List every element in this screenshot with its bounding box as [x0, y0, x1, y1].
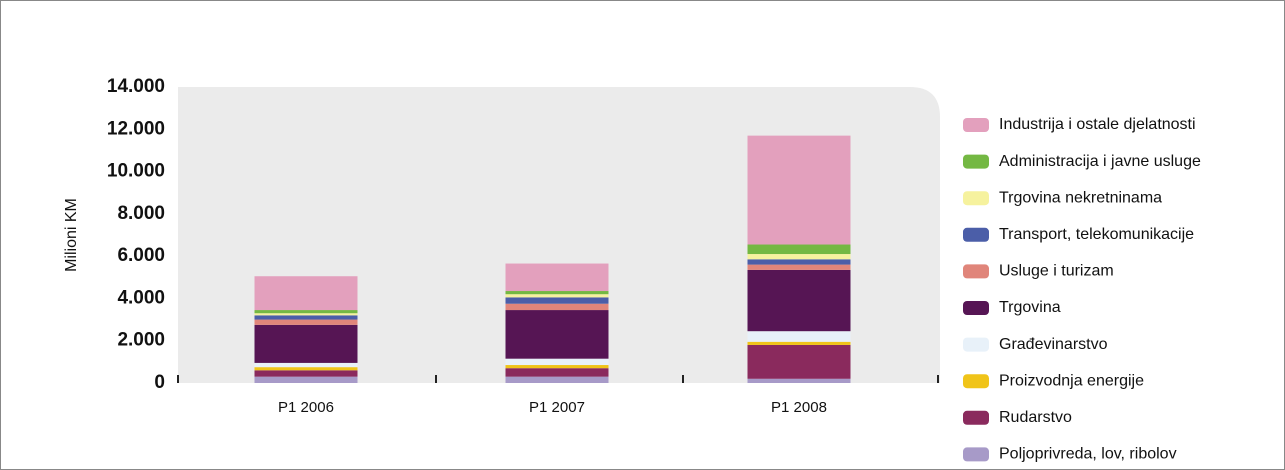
- y-tick-label: 12.000: [107, 118, 165, 139]
- legend-label: Usluge i turizam: [999, 263, 1114, 280]
- bar-segment: [505, 376, 609, 383]
- bar-segment: [747, 264, 851, 270]
- legend-swatch: [963, 374, 989, 389]
- bar-segment: [505, 297, 609, 304]
- bar-segment: [505, 368, 609, 377]
- bar-segment: [747, 269, 851, 332]
- legend-label: Industrija i ostale djelatnosti: [999, 116, 1196, 133]
- y-tick-label: 14.000: [107, 76, 165, 97]
- bar-segment: [254, 315, 358, 320]
- legend-swatch: [963, 301, 989, 315]
- legend-swatch: [963, 227, 989, 242]
- bar-segment: [505, 365, 609, 369]
- legend-label: Transport, telekomunikacije: [999, 226, 1194, 243]
- legend-swatch: [963, 154, 989, 169]
- bar-segment: [747, 254, 851, 260]
- bar-segment: [747, 344, 851, 379]
- bar-segment: [747, 331, 851, 342]
- legend-swatch: [963, 410, 989, 425]
- y-axis-title: Milioni KM: [63, 198, 80, 272]
- bar-segment: [505, 303, 609, 311]
- legend-label: Rudarstvo: [999, 409, 1072, 426]
- y-tick-label: 8.000: [117, 203, 165, 224]
- legend-label: Proizvodnja energije: [999, 372, 1144, 389]
- legend-label: Poljoprivreda, lov, ribolov: [999, 446, 1177, 463]
- bar-segment: [254, 370, 358, 377]
- x-tick-label: P1 2006: [278, 399, 334, 416]
- legend-label: Trgovina: [999, 299, 1061, 316]
- bar-segment: [505, 263, 609, 292]
- legend-swatch: [963, 191, 989, 206]
- legend-swatch: [963, 264, 989, 279]
- legend-swatch: [963, 337, 989, 352]
- bar-segment: [254, 324, 358, 363]
- bar-segment: [254, 310, 358, 314]
- bar-segment: [254, 319, 358, 325]
- y-tick-label: 10.000: [107, 161, 165, 182]
- bar-segment: [505, 291, 609, 295]
- bar-segment: [747, 244, 851, 255]
- bar-segment: [747, 135, 851, 245]
- legend-swatch: [963, 447, 989, 462]
- legend-label: Trgovina nekretninama: [999, 189, 1162, 206]
- bar-segment: [254, 362, 358, 368]
- bar-segment: [747, 378, 851, 383]
- bar-segment: [254, 376, 358, 383]
- axis-ticks: [177, 375, 939, 383]
- bar-segment: [505, 310, 609, 359]
- bar-segment: [505, 358, 609, 366]
- bar-segment: [254, 276, 358, 311]
- x-tick-label: P1 2008: [771, 399, 827, 416]
- legend-label: Administracija i javne usluge: [999, 153, 1201, 170]
- bar-segment: [505, 294, 609, 298]
- y-tick-label: 6.000: [117, 245, 165, 266]
- y-tick-label: 2.000: [117, 330, 165, 351]
- y-tick-label: 0: [154, 372, 165, 393]
- bar-segment: [254, 367, 358, 371]
- legend-label: Građevinarstvo: [999, 336, 1108, 353]
- x-tick-label: P1 2007: [529, 399, 585, 416]
- bar-segment: [254, 313, 358, 316]
- legend-swatch: [963, 118, 989, 132]
- bar-segment: [747, 259, 851, 265]
- bar-segment: [747, 341, 851, 345]
- y-tick-label: 4.000: [117, 287, 165, 308]
